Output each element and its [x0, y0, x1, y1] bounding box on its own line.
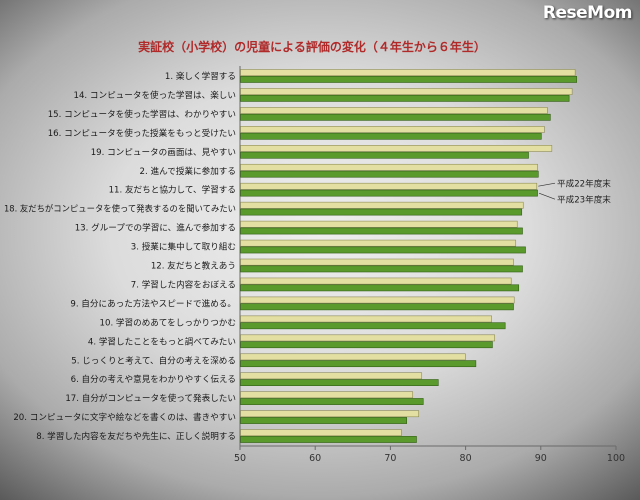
bar-series-1 — [240, 201, 524, 209]
category-labels: 1. 楽しく学習する 14. コンピュータを使った学習は、楽しい 15. コンピュー… — [4, 70, 236, 442]
category-label: 19. コンピュータの画面は、見やすい — [91, 147, 236, 158]
bar-series-1 — [240, 69, 576, 76]
bar-series-2 — [240, 151, 529, 159]
x-tick-label: 80 — [460, 453, 472, 464]
annotation-leader-line — [538, 192, 556, 200]
category-label: 18. 友だちがコンピュータを使って発表するのを聞いてみたい — [4, 203, 236, 215]
bar-series-2 — [240, 113, 551, 121]
bar-series-1 — [240, 145, 553, 152]
bar-series-2 — [240, 303, 514, 311]
category-label: 16. コンピュータを使った授業をもっと受けたい — [48, 127, 236, 139]
bar-series-1 — [240, 353, 466, 361]
category-label: 10. 学習のめあてをしっかりつかむ — [100, 316, 236, 328]
bar-series-2 — [240, 227, 523, 235]
bar-series-1 — [240, 391, 414, 399]
bar-series-1 — [240, 334, 495, 342]
annotation-leader-line — [538, 182, 556, 187]
series-2-label: 平成23年度末 — [557, 194, 611, 206]
bar-series-2 — [240, 436, 417, 443]
category-label: 11. 友だちと協力して、学習する — [109, 184, 236, 196]
bar-series-2 — [240, 322, 506, 330]
x-tick-label: 50 — [234, 453, 246, 464]
category-label: 5. じっくりと考えて、自分の考えを深める — [71, 354, 236, 366]
bar-series-1 — [240, 182, 538, 190]
bar-series-1 — [240, 296, 515, 304]
bar-series-1 — [240, 410, 420, 418]
category-label: 8. 学習した内容を友だちや先生に、正しく説明する — [36, 430, 236, 442]
category-label: 7. 学習した内容をおぼえる — [131, 278, 236, 290]
bar-series-1 — [240, 220, 518, 228]
bar-series-2 — [240, 170, 539, 178]
category-label: 12. 友だちと教えあう — [151, 260, 236, 272]
category-label: 13. グループでの学習に、進んで参加する — [75, 222, 236, 234]
bar-series-2 — [240, 284, 520, 292]
category-label: 3. 授業に集中して取り組む — [131, 241, 236, 253]
bar-series-2 — [240, 246, 526, 254]
category-label: 1. 楽しく学習する — [165, 70, 236, 82]
chart-title: 実証校（小学校）の児童による評価の変化（４年生から６年生） — [138, 39, 486, 54]
bar-series-2 — [240, 265, 523, 273]
x-tick-label: 70 — [384, 453, 396, 464]
x-tick-label: 90 — [535, 453, 547, 464]
bar-series-2 — [240, 341, 493, 349]
bar-series-1 — [240, 163, 538, 171]
x-tick-labels: 50 60 70 80 90 100 — [234, 453, 625, 464]
series-1-label: 平成22年度末 — [557, 178, 611, 190]
bar-series-1 — [240, 429, 402, 437]
category-label: 2. 進んで授業に参加する — [140, 165, 236, 177]
category-label: 17. 自分がコンピュータを使って発表したい — [65, 392, 236, 404]
bar-series-1 — [240, 88, 573, 95]
bar-series-1 — [240, 372, 423, 380]
bar-series-1 — [240, 107, 548, 114]
category-label: 4. 学習したことをもっと調べてみたい — [88, 335, 236, 347]
bars — [240, 69, 577, 443]
category-label: 9. 自分にあった方法やスピードで進める。 — [70, 297, 236, 309]
bar-series-1 — [240, 315, 492, 323]
bar-series-2 — [240, 189, 538, 197]
category-label: 14. コンピュータを使った学習は、楽しい — [74, 89, 237, 101]
bar-series-1 — [240, 258, 514, 266]
bar-series-2 — [240, 132, 542, 140]
bar-series-1 — [240, 277, 512, 285]
bar-series-2 — [240, 417, 407, 424]
x-tick-label: 100 — [607, 453, 625, 464]
category-label: 15. コンピュータを使った学習は、わかりやすい — [48, 108, 236, 120]
resemom-logo: ReseMom — [542, 3, 633, 23]
axes — [239, 66, 617, 450]
category-label: 20. コンピュータに文字や絵などを書くのは、書きやすい — [13, 411, 236, 423]
bar-series-1 — [240, 239, 517, 247]
bar-series-2 — [240, 208, 523, 216]
x-tick-label: 60 — [309, 453, 321, 464]
bar-series-2 — [240, 76, 577, 83]
bar-series-2 — [240, 94, 570, 102]
bar-series-2 — [240, 379, 439, 386]
category-label: 6. 自分の考えや意見をわかりやすく伝える — [71, 373, 236, 385]
bar-series-1 — [240, 126, 545, 133]
bar-series-2 — [240, 398, 424, 405]
bar-series-2 — [240, 360, 477, 368]
